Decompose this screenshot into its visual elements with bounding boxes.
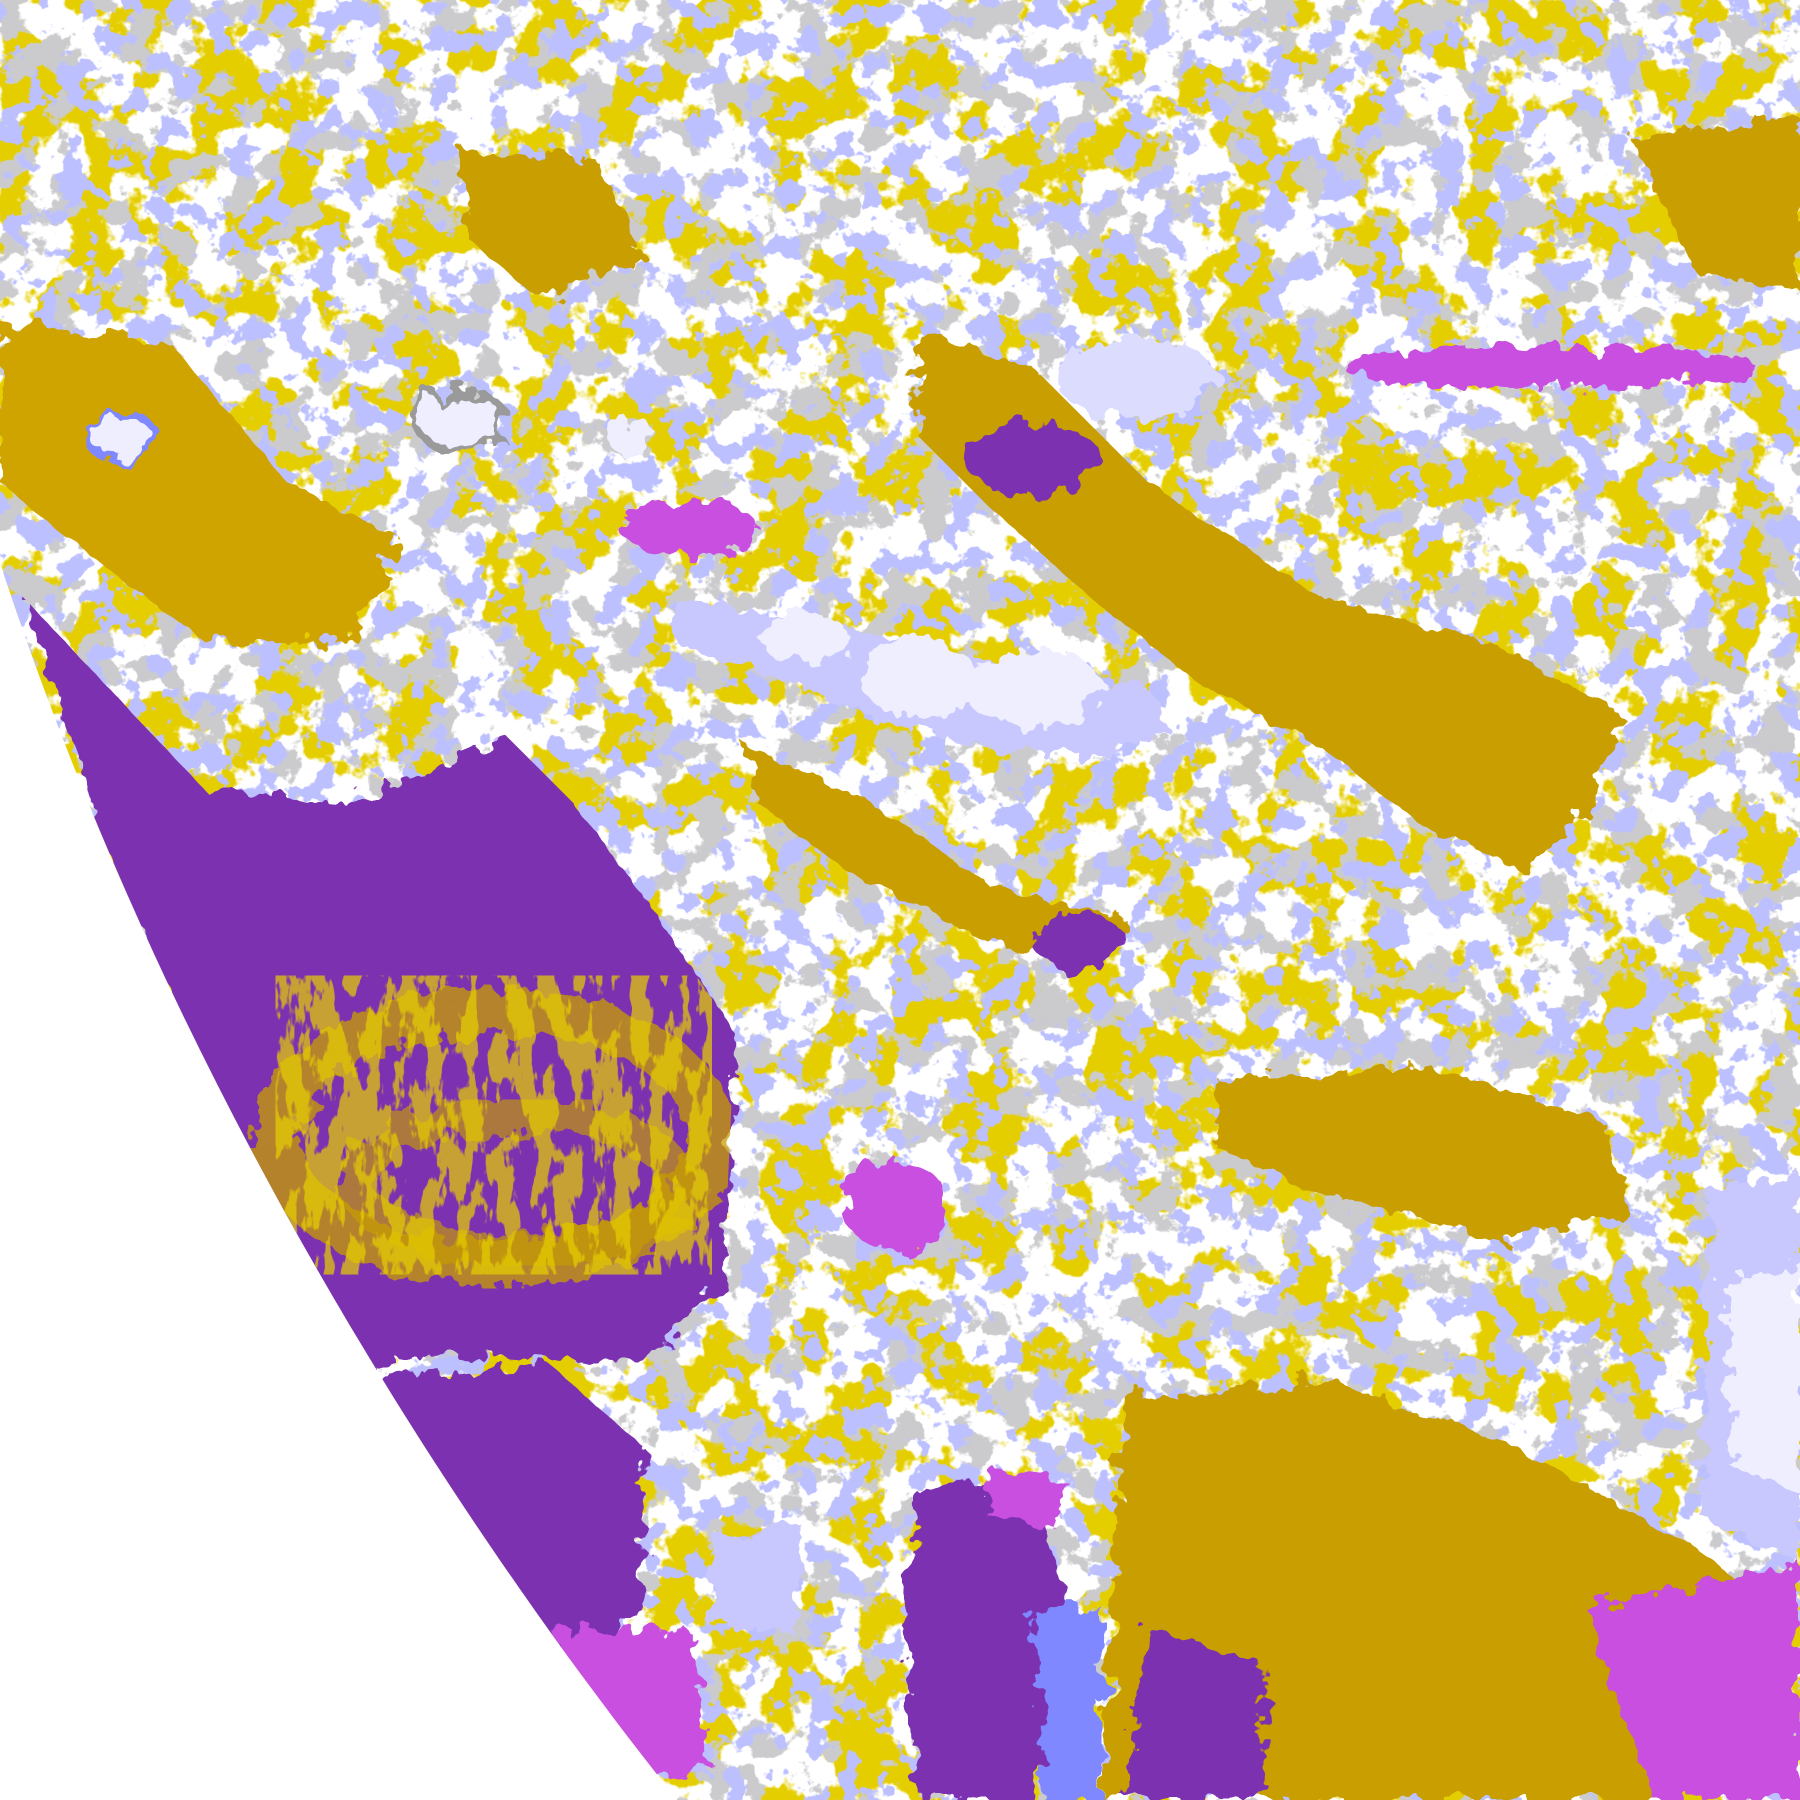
cloud-band bbox=[82, 338, 1217, 758]
southern-region bbox=[551, 1377, 1800, 1800]
eastern-clouds bbox=[1698, 1170, 1800, 1562]
purple-patches bbox=[619, 346, 1757, 1252]
purple-ocean-region bbox=[22, 596, 735, 1688]
